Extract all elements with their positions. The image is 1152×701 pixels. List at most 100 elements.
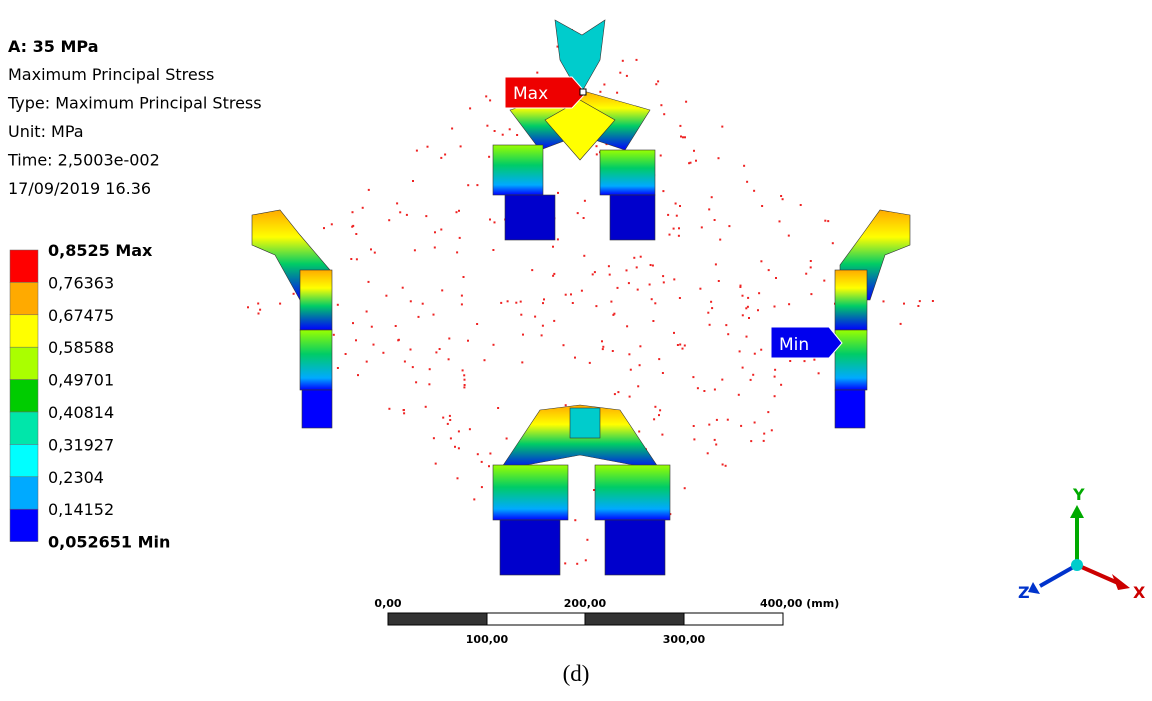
- node-dot: [827, 220, 829, 222]
- node-dot: [448, 338, 450, 340]
- node-dot: [638, 431, 640, 433]
- legend-label: 0,67475: [48, 306, 114, 325]
- triad-z: Z: [1018, 583, 1030, 602]
- node-dot: [583, 217, 585, 219]
- node-dot: [502, 134, 504, 136]
- node-dot: [718, 157, 720, 159]
- node-dot: [788, 303, 790, 305]
- node-dot: [564, 562, 566, 564]
- header-line: Maximum Principal Stress: [8, 65, 214, 84]
- node-dot: [662, 275, 664, 277]
- node-dot: [464, 384, 466, 386]
- node-dot: [707, 452, 709, 454]
- node-dot: [557, 238, 559, 240]
- node-dot: [639, 364, 641, 366]
- triad-x: X: [1133, 583, 1146, 602]
- node-dot: [485, 95, 487, 97]
- node-dot: [739, 286, 741, 288]
- node-dot: [382, 352, 384, 354]
- node-dot: [758, 292, 760, 294]
- node-dot: [439, 348, 441, 350]
- node-dot: [481, 486, 483, 488]
- node-dot: [636, 266, 638, 268]
- node-dot: [481, 461, 483, 463]
- node-dot: [414, 249, 416, 251]
- node-dot: [454, 446, 456, 448]
- node-dot: [395, 325, 397, 327]
- node-dot: [742, 314, 744, 316]
- legend-label: 0,40814: [48, 403, 114, 422]
- node-dot: [760, 349, 762, 351]
- node-dot: [654, 302, 656, 304]
- node-dot: [531, 269, 533, 271]
- node-dot: [603, 84, 605, 86]
- node-dot: [697, 387, 699, 389]
- node-dot: [684, 487, 686, 489]
- node-dot: [771, 429, 773, 431]
- node-dot: [636, 59, 638, 61]
- node-dot: [727, 333, 729, 335]
- node-dot: [767, 411, 769, 413]
- node-dot: [494, 130, 496, 132]
- node-dot: [536, 72, 538, 74]
- node-dot: [399, 211, 401, 213]
- node-dot: [745, 307, 747, 309]
- scale-label: 200,00: [564, 597, 607, 610]
- scale-label: 300,00: [663, 633, 706, 646]
- node-dot: [639, 345, 641, 347]
- node-dot: [581, 290, 583, 292]
- node-dot: [679, 297, 681, 299]
- legend-swatch: [10, 282, 38, 314]
- legend-label: 0,31927: [48, 435, 114, 454]
- node-dot: [586, 539, 588, 541]
- node-dot: [477, 453, 479, 455]
- node-dot: [469, 428, 471, 430]
- legend-label: 0,8525 Max: [48, 241, 153, 260]
- node-dot: [685, 101, 687, 103]
- node-dot: [469, 107, 471, 109]
- node-dot: [542, 302, 544, 304]
- legend-swatch: [10, 347, 38, 379]
- node-dot: [754, 353, 756, 355]
- node-dot: [543, 298, 545, 300]
- node-dot: [805, 273, 807, 275]
- node-dot: [715, 263, 717, 265]
- node-dot: [464, 379, 466, 381]
- node-dot: [362, 207, 364, 209]
- node-dot: [406, 214, 408, 216]
- legend-label: 0,58588: [48, 338, 114, 357]
- node-dot: [692, 376, 694, 378]
- node-dot: [695, 160, 697, 162]
- node-dot: [350, 258, 352, 260]
- node-dot: [418, 316, 420, 318]
- node-dot: [415, 381, 417, 383]
- node-dot: [592, 273, 594, 275]
- node-dot: [757, 309, 759, 311]
- node-dot: [440, 229, 442, 231]
- node-dot: [673, 332, 675, 334]
- node-dot: [675, 203, 677, 205]
- node-dot: [662, 372, 664, 374]
- node-dot: [682, 348, 684, 350]
- node-dot: [434, 231, 436, 233]
- legend-swatch: [10, 412, 38, 444]
- node-dot: [449, 415, 451, 417]
- header-line: Time: 2,5003e-002: [7, 151, 160, 170]
- screenshot: A: 35 MPa Maximum Principal StressType: …: [0, 0, 1152, 701]
- node-dot: [832, 242, 834, 244]
- node-dot: [462, 369, 464, 371]
- legend-swatch: [10, 477, 38, 509]
- node-dot: [763, 440, 765, 442]
- node-dot: [596, 145, 598, 147]
- legend-label: 0,14152: [48, 500, 114, 519]
- node-dot: [565, 404, 567, 406]
- node-dot: [352, 225, 354, 227]
- node-dot: [761, 205, 763, 207]
- node-dot: [789, 360, 791, 362]
- node-dot: [714, 389, 716, 391]
- node-dot: [662, 190, 664, 192]
- node-dot: [259, 309, 261, 311]
- node-dot: [608, 265, 610, 267]
- node-dot: [693, 425, 695, 427]
- node-dot: [673, 278, 675, 280]
